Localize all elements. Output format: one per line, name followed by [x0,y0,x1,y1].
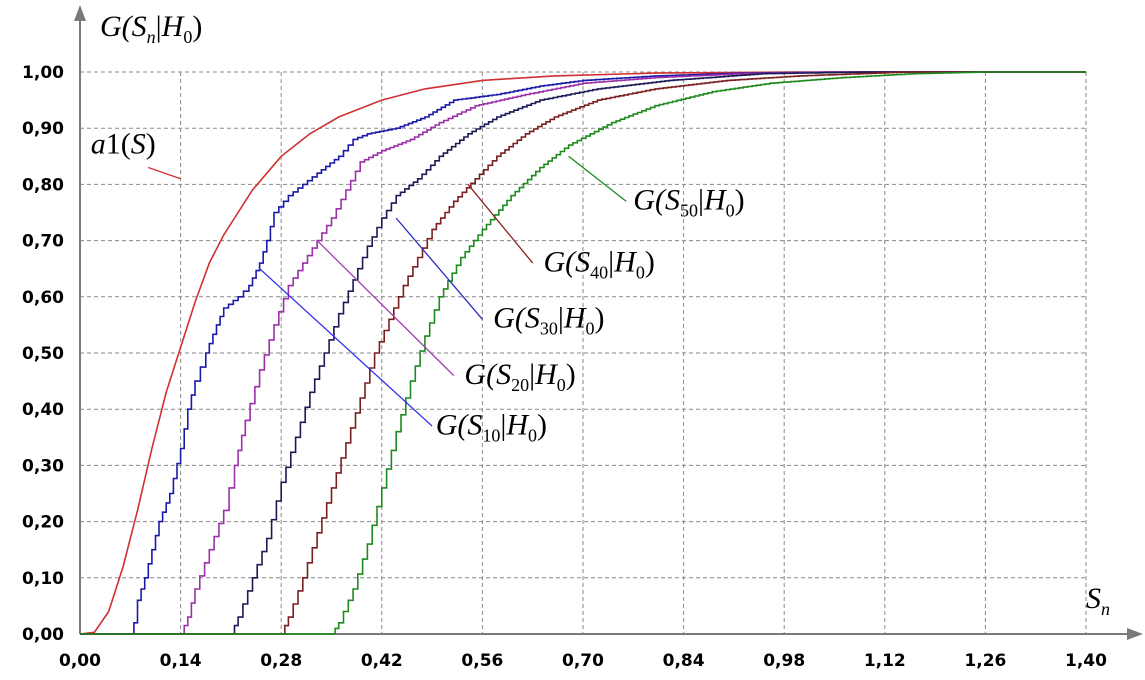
annotations: a1(S)G(S10|H0)G(S20|H0)G(S30|H0)G(S40|H0… [91,127,745,445]
x-label-sub: n [1101,599,1110,619]
anno-hsub: 0 [586,319,595,339]
series-lines [79,71,1086,635]
anno-g: G( [493,302,527,335]
axes [74,5,1143,640]
annotation-leader-1 [259,268,433,427]
x-tick-label: 1,26 [964,651,1006,671]
annotation-leader-5 [568,155,627,202]
anno-paren-close: ) [566,358,576,391]
anno-g: G( [543,246,577,279]
y-tick-label: 0,20 [22,513,64,533]
anno-paren-open: ( [121,127,131,160]
grid [79,71,1087,635]
x-tick-label: 0,14 [160,651,202,671]
anno-h: H [703,184,728,217]
x-tick-label: 0,56 [461,651,503,671]
annotation-leader-4 [467,183,534,264]
y-tick-label: 0,60 [22,288,64,308]
anno-h: H [613,246,638,279]
anno-pre: a [91,127,106,160]
anno-g: G( [436,408,470,441]
x-tick-label: 1,40 [1065,651,1107,671]
annotation-label-1: G(S10|H0) [436,408,547,445]
y-label-sub: n [147,27,156,47]
annotation-label-3: G(S30|H0) [493,302,604,339]
anno-g: G( [464,358,498,391]
annotation-label-0: a1(S) [91,127,156,160]
y-tick-label: 0,40 [22,400,64,420]
y-tick-label: 0,70 [22,232,64,252]
anno-s: S [575,246,590,279]
anno-hsub: 0 [528,425,537,445]
anno-paren-close: ) [645,246,655,279]
y-label-hsub: 0 [183,27,192,47]
y-tick-label: 1,00 [22,63,64,83]
anno-s: S [665,184,680,217]
anno-sub: 30 [540,319,558,339]
annotation-label-5: G(S50|H0) [633,184,744,221]
anno-hsub: 0 [557,375,566,395]
y-tick-label: 0,50 [22,344,64,364]
anno-s: S [467,408,482,441]
anno-h: H [505,408,530,441]
anno-paren-close: ) [146,127,156,160]
y-tick-label: 0,30 [22,456,64,476]
anno-paren-close: ) [735,184,745,217]
y-label-s: S [132,10,147,43]
x-axis-arrow [1127,628,1143,640]
anno-h: H [563,302,588,335]
y-tick-label: 0,80 [22,175,64,195]
anno-s: S [131,127,146,160]
anno-s: S [525,302,540,335]
y-axis-arrow [74,5,86,21]
anno-bar: | [500,408,506,441]
x-tick-label: 0,42 [361,651,403,671]
annotation-label-4: G(S40|H0) [543,246,654,283]
x-tick-label: 0,84 [663,651,705,671]
anno-g: G( [633,184,667,217]
anno-num: 1 [106,127,121,160]
anno-h: H [534,358,559,391]
annotation-label-2: G(S20|H0) [464,358,575,395]
x-tick-label: 0,98 [763,651,805,671]
annotation-leader-2 [316,240,455,376]
y-label-suffix: ) [192,10,202,43]
y-tick-label: 0,90 [22,119,64,139]
x-tick-label: 0,28 [260,651,302,671]
anno-hsub: 0 [726,201,735,221]
anno-sub: 50 [680,201,698,221]
y-axis-label: G(Sn|H0) [100,10,202,47]
anno-sub: 20 [511,375,529,395]
x-axis-label: Sn [1086,582,1110,619]
anno-bar: | [608,246,614,279]
anno-s: S [496,358,511,391]
anno-bar: | [558,302,564,335]
x-tick-label: 1,12 [864,651,906,671]
y-tick-label: 0,00 [22,625,64,645]
x-tick-label: 0,70 [562,651,604,671]
y-label-bar: | [156,10,162,43]
anno-bar: | [698,184,704,217]
anno-hsub: 0 [636,263,645,283]
tick-labels: 0,00 0,14 0,28 0,42 0,56 0,70 0,84 0,98 1,12 1,26… [22,63,1107,671]
series-line-3 [80,71,1086,635]
anno-paren-close: ) [595,302,605,335]
x-label-s: S [1086,582,1101,615]
x-tick-label: 0,00 [59,651,101,671]
anno-bar: | [529,358,535,391]
annotation-leader-0 [148,166,181,180]
anno-paren-close: ) [537,408,547,441]
anno-sub: 40 [590,263,608,283]
annotation-leader-3 [395,217,483,320]
y-label-prefix: G( [100,10,134,43]
series-line-5 [80,71,1086,635]
y-label-h: H [161,10,186,43]
series-line-0 [79,71,1086,635]
anno-sub: 10 [482,425,500,445]
series-line-4 [80,71,1086,635]
y-tick-label: 0,10 [22,569,64,589]
